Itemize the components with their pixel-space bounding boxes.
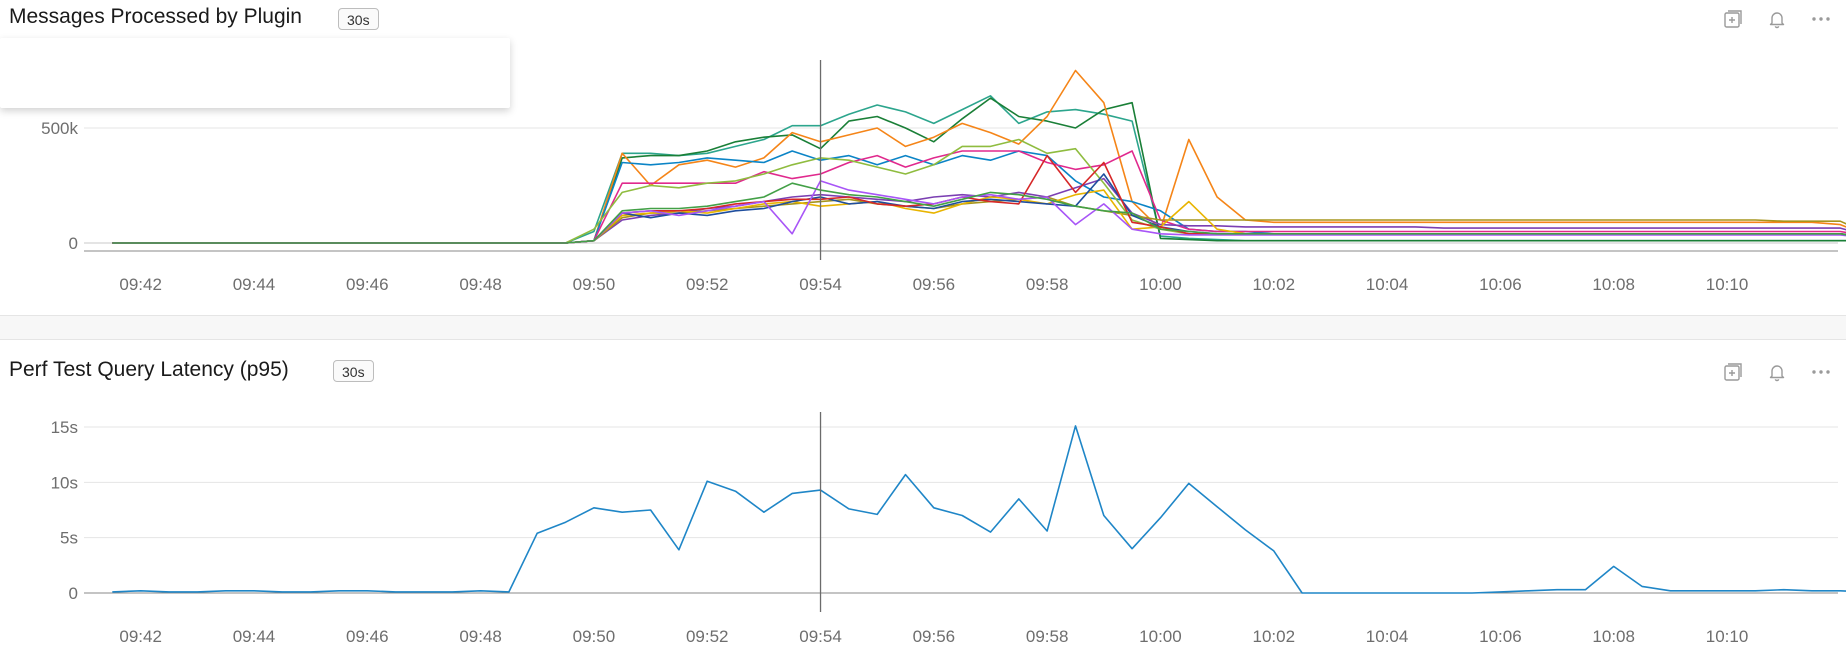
y-tick-label: 0 bbox=[69, 234, 78, 253]
x-tick-label: 09:56 bbox=[913, 275, 956, 294]
add-to-dashboard-icon[interactable] bbox=[1722, 361, 1744, 383]
x-tick-label: 09:42 bbox=[119, 627, 162, 646]
x-tick-label: 09:42 bbox=[119, 275, 162, 294]
interval-badge[interactable]: 30s bbox=[333, 360, 374, 382]
bell-icon[interactable] bbox=[1766, 361, 1788, 383]
x-tick-label: 09:52 bbox=[686, 627, 729, 646]
x-tick-label: 09:54 bbox=[799, 627, 842, 646]
x-tick-label: 10:08 bbox=[1592, 627, 1635, 646]
hover-tooltip bbox=[0, 38, 510, 108]
bell-icon[interactable] bbox=[1766, 8, 1788, 30]
x-tick-label: 09:44 bbox=[233, 627, 276, 646]
x-tick-label: 10:06 bbox=[1479, 275, 1522, 294]
y-tick-label: 5s bbox=[60, 529, 78, 548]
x-tick-label: 09:56 bbox=[913, 627, 956, 646]
x-tick-label: 09:48 bbox=[459, 275, 502, 294]
more-icon[interactable] bbox=[1810, 361, 1832, 383]
x-tick-label: 10:10 bbox=[1706, 275, 1749, 294]
x-tick-label: 09:44 bbox=[233, 275, 276, 294]
x-tick-label: 10:02 bbox=[1252, 275, 1295, 294]
chart-panel-latency: 0 5s 10s 15s 09:42 09:44 09:46 09:48 09:50 09:52 0… bbox=[0, 340, 1846, 654]
x-tick-label: 10:00 bbox=[1139, 275, 1182, 294]
series-line-1[interactable] bbox=[112, 95, 1846, 244]
x-tick-label: 09:50 bbox=[573, 627, 616, 646]
y-tick-label: 500k bbox=[41, 119, 78, 138]
panel-title: Perf Test Query Latency (p95) bbox=[9, 358, 289, 381]
series-line-10[interactable] bbox=[112, 173, 1846, 244]
add-to-dashboard-icon[interactable] bbox=[1722, 8, 1744, 30]
x-tick-label: 09:48 bbox=[459, 627, 502, 646]
panel-title: Messages Processed by Plugin bbox=[9, 5, 302, 28]
interval-badge[interactable]: 30s bbox=[338, 8, 379, 30]
x-tick-label: 10:06 bbox=[1479, 627, 1522, 646]
series-line-11[interactable] bbox=[112, 154, 1846, 244]
series-line-4[interactable] bbox=[112, 150, 1846, 244]
x-tick-label: 09:58 bbox=[1026, 627, 1069, 646]
panel-toolbar bbox=[1722, 361, 1832, 383]
series-line-13[interactable] bbox=[112, 182, 1846, 244]
x-tick-label: 09:46 bbox=[346, 275, 389, 294]
x-tick-label: 10:08 bbox=[1592, 275, 1635, 294]
series-line-7[interactable] bbox=[112, 196, 1846, 244]
x-tick-label: 09:58 bbox=[1026, 275, 1069, 294]
x-tick-label: 10:10 bbox=[1706, 627, 1749, 646]
panel-divider bbox=[0, 315, 1846, 340]
series-line-5[interactable] bbox=[112, 150, 1846, 244]
x-tick-label: 10:00 bbox=[1139, 627, 1182, 646]
chart-panel-messages: 0 500k 09:42 09:44 09:46 09:48 09:50 09:52 09:54… bbox=[0, 0, 1846, 315]
chart-query-latency[interactable]: 0 5s 10s 15s 09:42 09:44 09:46 09:48 09:50 09:52 0… bbox=[0, 340, 1846, 654]
chart-messages-processed[interactable]: 0 500k 09:42 09:44 09:46 09:48 09:50 09:52 09:54… bbox=[0, 0, 1846, 315]
x-tick-label: 10:04 bbox=[1366, 275, 1409, 294]
x-tick-label: 10:04 bbox=[1366, 627, 1409, 646]
x-tick-label: 09:54 bbox=[799, 275, 842, 294]
y-tick-label: 0 bbox=[69, 584, 78, 603]
series-line-1[interactable] bbox=[112, 425, 1846, 594]
y-tick-label: 10s bbox=[51, 473, 78, 492]
x-tick-label: 09:52 bbox=[686, 275, 729, 294]
x-tick-label: 09:46 bbox=[346, 627, 389, 646]
y-tick-label: 15s bbox=[51, 418, 78, 437]
more-icon[interactable] bbox=[1810, 8, 1832, 30]
x-tick-label: 09:50 bbox=[573, 275, 616, 294]
panel-toolbar bbox=[1722, 8, 1832, 30]
series-line-2[interactable] bbox=[112, 97, 1846, 244]
x-tick-label: 10:02 bbox=[1252, 627, 1295, 646]
